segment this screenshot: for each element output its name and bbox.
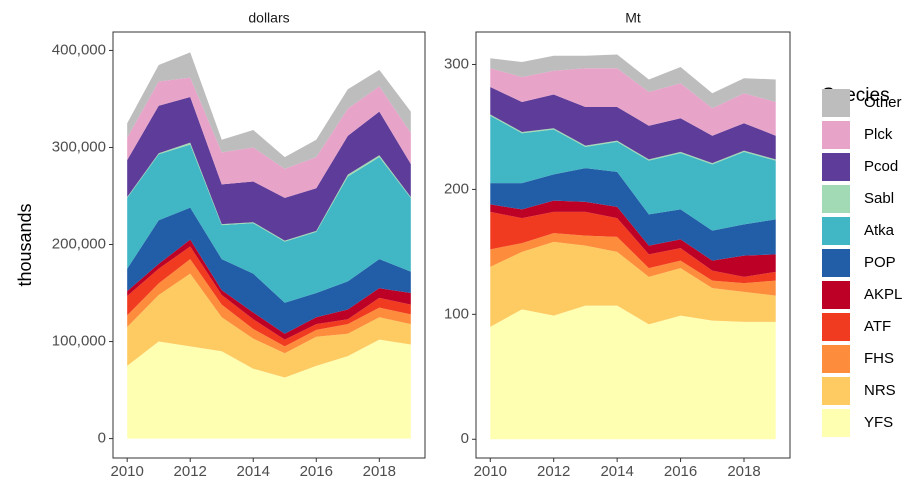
x-tick-label: 2010 — [474, 463, 507, 480]
x-tick-label: 2018 — [727, 463, 760, 480]
x-tick-label: 2016 — [664, 463, 697, 480]
legend-label: YFS — [864, 414, 893, 431]
legend-key — [822, 89, 850, 117]
area — [490, 68, 776, 136]
legend-label: Pcod — [864, 158, 898, 175]
y-tick-label: 0 — [461, 430, 469, 447]
area — [127, 207, 411, 334]
legend-label: Sabl — [864, 190, 894, 207]
legend-key — [822, 281, 850, 309]
area — [127, 144, 411, 303]
legend-label: AKPL — [864, 286, 902, 303]
legend-key — [822, 313, 850, 341]
x-tick-label: 2012 — [174, 463, 207, 480]
area — [490, 168, 776, 261]
legend-key — [822, 345, 850, 373]
area — [127, 97, 411, 241]
y-tick-label: 100 — [444, 305, 469, 322]
legend-key — [822, 217, 850, 245]
area — [127, 259, 411, 354]
area — [127, 273, 411, 378]
y-tick-label: 0 — [98, 430, 106, 447]
y-tick-label: 300 — [444, 55, 469, 72]
area — [127, 239, 411, 340]
area — [490, 54, 776, 109]
panel-title: Mt — [625, 10, 641, 26]
legend-key — [822, 377, 850, 405]
legend-label: NRS — [864, 382, 896, 399]
legend-key — [822, 409, 850, 437]
area — [127, 246, 411, 347]
legend-label: Other — [864, 94, 902, 111]
area — [490, 115, 776, 231]
legend-key — [822, 121, 850, 149]
legend-key — [822, 153, 850, 181]
legend-label: Plck — [864, 126, 893, 143]
legend-label: Atka — [864, 222, 895, 239]
panel-title: dollars — [248, 10, 289, 26]
area — [490, 200, 776, 277]
x-tick-label: 2012 — [537, 463, 570, 480]
legend-key — [822, 185, 850, 213]
x-tick-label: 2010 — [110, 463, 143, 480]
x-tick-label: 2016 — [300, 463, 333, 480]
area — [127, 77, 411, 198]
legend-label: FHS — [864, 350, 894, 367]
y-tick-label: 400,000 — [52, 41, 106, 58]
legend-label: ATF — [864, 318, 891, 335]
y-tick-label: 200,000 — [52, 235, 106, 252]
y-tick-label: 200 — [444, 180, 469, 197]
area — [490, 86, 776, 164]
area — [490, 233, 776, 296]
area — [490, 241, 776, 327]
legend-label: POP — [864, 254, 896, 271]
y-tick-label: 300,000 — [52, 138, 106, 155]
area — [127, 52, 411, 169]
area — [490, 305, 776, 440]
x-tick-label: 2014 — [237, 463, 270, 480]
x-tick-label: 2014 — [600, 463, 633, 480]
area — [127, 339, 411, 439]
y-tick-label: 100,000 — [52, 333, 106, 350]
panel-border — [475, 31, 791, 459]
y-axis-label: thousands — [15, 203, 35, 286]
x-tick-label: 2018 — [363, 463, 396, 480]
legend-key — [822, 249, 850, 277]
area — [490, 211, 776, 284]
